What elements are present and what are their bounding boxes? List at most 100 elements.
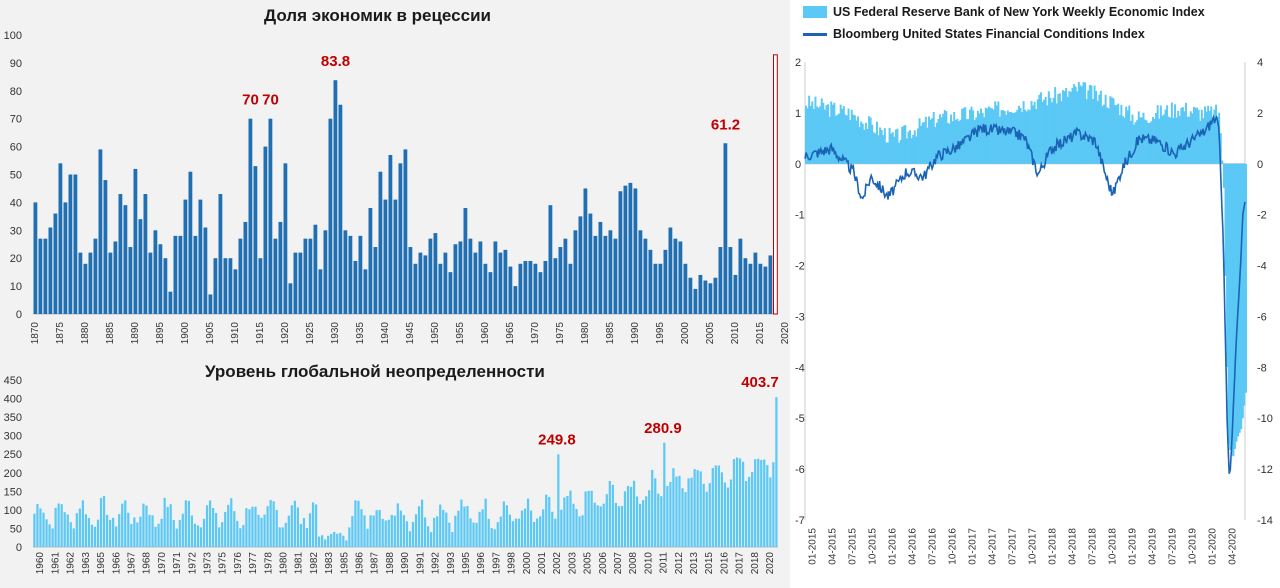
bar [578,516,581,547]
bar [483,263,488,314]
x-tick-label: 01-2018 [1048,528,1059,565]
bar [411,522,415,547]
bar [303,238,308,314]
bar [78,252,83,314]
area-bar [1098,94,1101,164]
bar [403,149,408,314]
area-bar [1215,104,1218,164]
area-bar [1115,105,1118,164]
area-bar [1156,105,1159,164]
bar [81,500,84,547]
area-bar [1121,116,1124,164]
y-tick-label: 150 [4,486,22,498]
area-bar [1011,112,1014,164]
area-bar [836,114,839,164]
bar [728,247,733,314]
bar [133,168,138,314]
bar [338,104,343,314]
x-tick-label: 04-2020 [1228,528,1239,565]
legend-item-wei: US Federal Reserve Bank of New York Week… [803,5,1205,19]
area-bar [1060,101,1063,164]
bar [717,465,720,547]
bar [363,269,368,314]
x-tick-label: 1990 [400,552,411,575]
area-bar [877,135,880,164]
area-bar [891,132,894,164]
bar [366,528,369,547]
area-bar [1245,163,1247,393]
bar [629,486,633,547]
bar [90,524,94,547]
x-tick-label: 1910 [230,322,241,345]
bar [763,266,768,314]
chart-title: Доля экономик в рецессии [264,6,491,25]
area-bar [1159,105,1162,164]
bar [127,512,130,547]
x-tick-label: 01-2015 [808,528,819,565]
bar [523,508,527,547]
y-tick-label: 0 [16,542,22,554]
area-bar [1144,119,1147,164]
area-bar [923,122,926,164]
bar [508,266,513,314]
bar [702,483,705,547]
area-bar [898,142,901,164]
area-bar [1041,101,1044,164]
area-bar [1120,104,1123,164]
area-bar [980,108,983,164]
bar [557,454,560,547]
bar [563,238,568,314]
area-bar [1021,111,1024,164]
area-bar [1087,90,1090,164]
area-bar [1099,90,1102,164]
bar [202,518,206,547]
bar [658,263,663,314]
area-bar [1002,110,1005,164]
area-bar [1224,163,1227,276]
bar [323,230,328,314]
bar [638,503,642,547]
area-bar [1213,109,1216,164]
bar [188,171,193,314]
bar [420,499,424,547]
bar [460,499,463,547]
bar [648,249,653,314]
legend-swatch-line [803,32,827,36]
x-tick-label: 1895 [155,322,166,345]
bar [554,518,557,547]
area-bar [1066,96,1069,164]
bar [581,515,584,547]
area-bar [1022,101,1025,164]
bar [258,258,263,314]
bar [498,252,503,314]
bar [657,493,660,547]
area-bar [1172,117,1175,164]
bar [178,519,181,547]
bar [572,503,575,547]
area-bar [1082,82,1085,164]
area-bar [915,136,918,164]
x-tick-label: 10-2019 [1188,528,1199,565]
bar [253,166,258,314]
area-bar [901,126,904,164]
bar [598,221,603,314]
area-bar [1090,85,1093,164]
x-tick-label: 2020 [780,322,790,345]
x-tick-label: 2015 [704,552,715,575]
bar [448,272,453,314]
area-bar [1178,115,1181,164]
bar [518,263,523,314]
area-bar [935,122,938,164]
bar [45,519,48,547]
left-y-tick-label: -6 [795,464,805,476]
bar [751,471,754,547]
area-bar [972,110,975,164]
area-bar [969,109,971,164]
bar [148,252,153,314]
bar [211,508,215,547]
data-label: 403.7 [741,374,779,391]
bar [72,528,75,547]
area-bar [1055,103,1058,164]
area-bar [1044,96,1047,164]
bar [573,230,578,314]
